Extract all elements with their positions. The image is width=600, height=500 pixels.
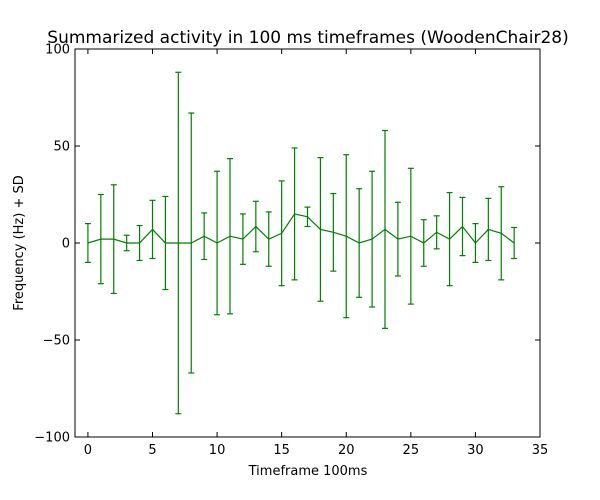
- series-line: [87, 213, 515, 244]
- x-tick-label: 5: [148, 443, 156, 458]
- x-tick-label: 10: [209, 443, 226, 458]
- x-tick-label: 25: [403, 443, 420, 458]
- axes: 0 5 10 15 20 25 30 35 −100 −50 0 50 100: [34, 43, 548, 459]
- x-tick-label: 0: [84, 443, 92, 458]
- y-tick-label: −50: [43, 334, 70, 349]
- y-tick-label: 100: [45, 43, 70, 58]
- y-tick-label: −100: [34, 431, 70, 446]
- x-axis-label: Timeframe 100ms: [248, 464, 368, 479]
- x-tick-label: 20: [338, 443, 355, 458]
- plot-area: [84, 71, 518, 415]
- y-tick-label: 50: [53, 140, 70, 155]
- x-tick-label: 30: [467, 443, 484, 458]
- x-tick-label: 35: [532, 443, 549, 458]
- y-axis-label: Frequency (Hz) + SD: [12, 175, 27, 310]
- x-tick-label: 15: [273, 443, 290, 458]
- chart-title: Summarized activity in 100 ms timeframes…: [47, 28, 568, 48]
- y-tick-label: 0: [62, 237, 70, 252]
